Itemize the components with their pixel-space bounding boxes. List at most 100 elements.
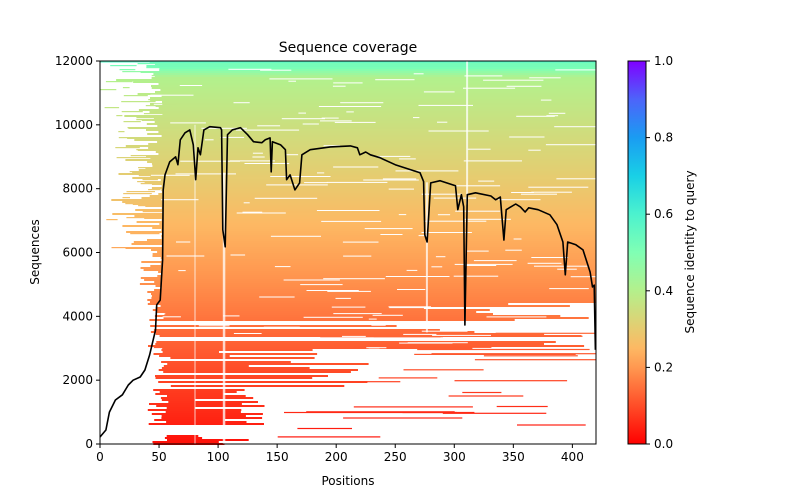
coverage-row bbox=[159, 355, 230, 357]
coverage-row bbox=[167, 395, 246, 397]
coverage-fragment bbox=[148, 99, 176, 101]
gap-mark bbox=[403, 333, 437, 335]
coverage-row bbox=[159, 335, 582, 337]
gap-mark bbox=[506, 85, 542, 87]
gap-mark bbox=[397, 289, 426, 290]
coverage-row bbox=[161, 273, 596, 275]
coverage-row bbox=[158, 381, 368, 383]
coverage-row bbox=[155, 393, 224, 395]
coverage-row bbox=[122, 201, 596, 203]
gap-mark bbox=[242, 211, 263, 213]
gap-mark bbox=[428, 130, 489, 132]
coverage-row bbox=[160, 287, 596, 289]
coverage-row bbox=[161, 135, 596, 137]
gap-mark bbox=[382, 178, 417, 180]
coverage-row bbox=[161, 399, 196, 401]
coverage-fragment bbox=[123, 121, 141, 123]
gap-mark bbox=[333, 313, 382, 315]
coverage-row bbox=[166, 421, 247, 423]
coverage-fragment bbox=[517, 424, 586, 426]
coverage-fragment bbox=[145, 93, 173, 95]
gap-mark bbox=[521, 331, 528, 333]
coverage-fragment bbox=[147, 169, 165, 171]
coverage-row bbox=[125, 145, 597, 147]
gap-mark bbox=[178, 270, 186, 272]
gap-mark bbox=[454, 263, 513, 265]
gap-mark bbox=[399, 158, 416, 160]
gap-column bbox=[425, 182, 428, 333]
gap-mark bbox=[548, 112, 566, 114]
coverage-row bbox=[159, 223, 597, 225]
coverage-fragment bbox=[122, 71, 144, 73]
gap-mark bbox=[263, 326, 300, 328]
chart-title: Sequence coverage bbox=[279, 40, 418, 56]
gap-mark bbox=[233, 102, 250, 104]
coverage-row bbox=[158, 153, 596, 155]
x-tick-label: 250 bbox=[384, 450, 407, 464]
coverage-fragment bbox=[115, 147, 140, 149]
gap-mark bbox=[335, 297, 351, 299]
coverage-fragment bbox=[126, 191, 155, 193]
gap-mark bbox=[389, 307, 427, 309]
coverage-row bbox=[111, 199, 597, 201]
coverage-row bbox=[158, 83, 596, 85]
gap-mark bbox=[546, 115, 559, 117]
gap-mark bbox=[467, 148, 491, 150]
gap-mark bbox=[230, 254, 246, 256]
gap-mark bbox=[454, 185, 501, 187]
coverage-fragment bbox=[100, 89, 117, 91]
coverage-row bbox=[156, 341, 556, 343]
coverage-row bbox=[124, 115, 597, 117]
coverage-row bbox=[134, 215, 596, 217]
gap-mark bbox=[418, 235, 428, 237]
gap-mark bbox=[549, 288, 589, 290]
gap-mark bbox=[373, 155, 411, 157]
gap-mark bbox=[556, 178, 606, 180]
coverage-row bbox=[151, 183, 596, 185]
coverage-fragment bbox=[353, 406, 473, 408]
gap-column bbox=[222, 172, 226, 444]
coverage-row bbox=[141, 261, 597, 263]
colorbar-tick-label: 0.2 bbox=[654, 360, 673, 374]
coverage-row bbox=[161, 417, 263, 419]
coverage-row bbox=[154, 419, 225, 421]
coverage-row bbox=[153, 329, 440, 331]
gap-mark bbox=[332, 85, 346, 87]
coverage-fragment bbox=[138, 167, 180, 169]
coverage-row bbox=[150, 325, 397, 327]
coverage-row bbox=[149, 301, 596, 303]
y-tick-label: 8000 bbox=[62, 182, 93, 196]
gap-mark bbox=[236, 212, 286, 214]
gap-mark bbox=[198, 325, 230, 327]
gap-mark bbox=[150, 94, 194, 96]
coverage-row bbox=[159, 67, 596, 69]
x-tick-label: 50 bbox=[151, 450, 166, 464]
coverage-fragment bbox=[143, 113, 178, 115]
gap-mark bbox=[531, 191, 572, 193]
gap-mark bbox=[368, 318, 377, 320]
coverage-row bbox=[152, 309, 490, 311]
coverage-fragment bbox=[417, 348, 590, 351]
coverage-row bbox=[150, 99, 596, 101]
gap-mark bbox=[317, 172, 325, 174]
coverage-row bbox=[160, 305, 570, 307]
gap-mark bbox=[318, 106, 382, 107]
coverage-row bbox=[155, 151, 597, 153]
coverage-row bbox=[153, 73, 596, 75]
gap-mark bbox=[423, 220, 487, 222]
gap-mark bbox=[252, 156, 265, 158]
coverage-fragment bbox=[454, 380, 568, 382]
coverage-row bbox=[162, 351, 219, 353]
gap-mark bbox=[204, 139, 214, 141]
coverage-row bbox=[152, 163, 596, 165]
coverage-row bbox=[164, 437, 203, 439]
coverage-row bbox=[148, 345, 585, 347]
coverage-row bbox=[161, 185, 596, 187]
gap-mark bbox=[498, 199, 541, 201]
coverage-fragment bbox=[123, 193, 152, 195]
gap-mark bbox=[274, 266, 291, 268]
colorbar bbox=[627, 60, 647, 445]
gap-mark bbox=[477, 337, 492, 339]
gap-mark bbox=[220, 136, 245, 138]
gap-mark bbox=[303, 316, 363, 318]
